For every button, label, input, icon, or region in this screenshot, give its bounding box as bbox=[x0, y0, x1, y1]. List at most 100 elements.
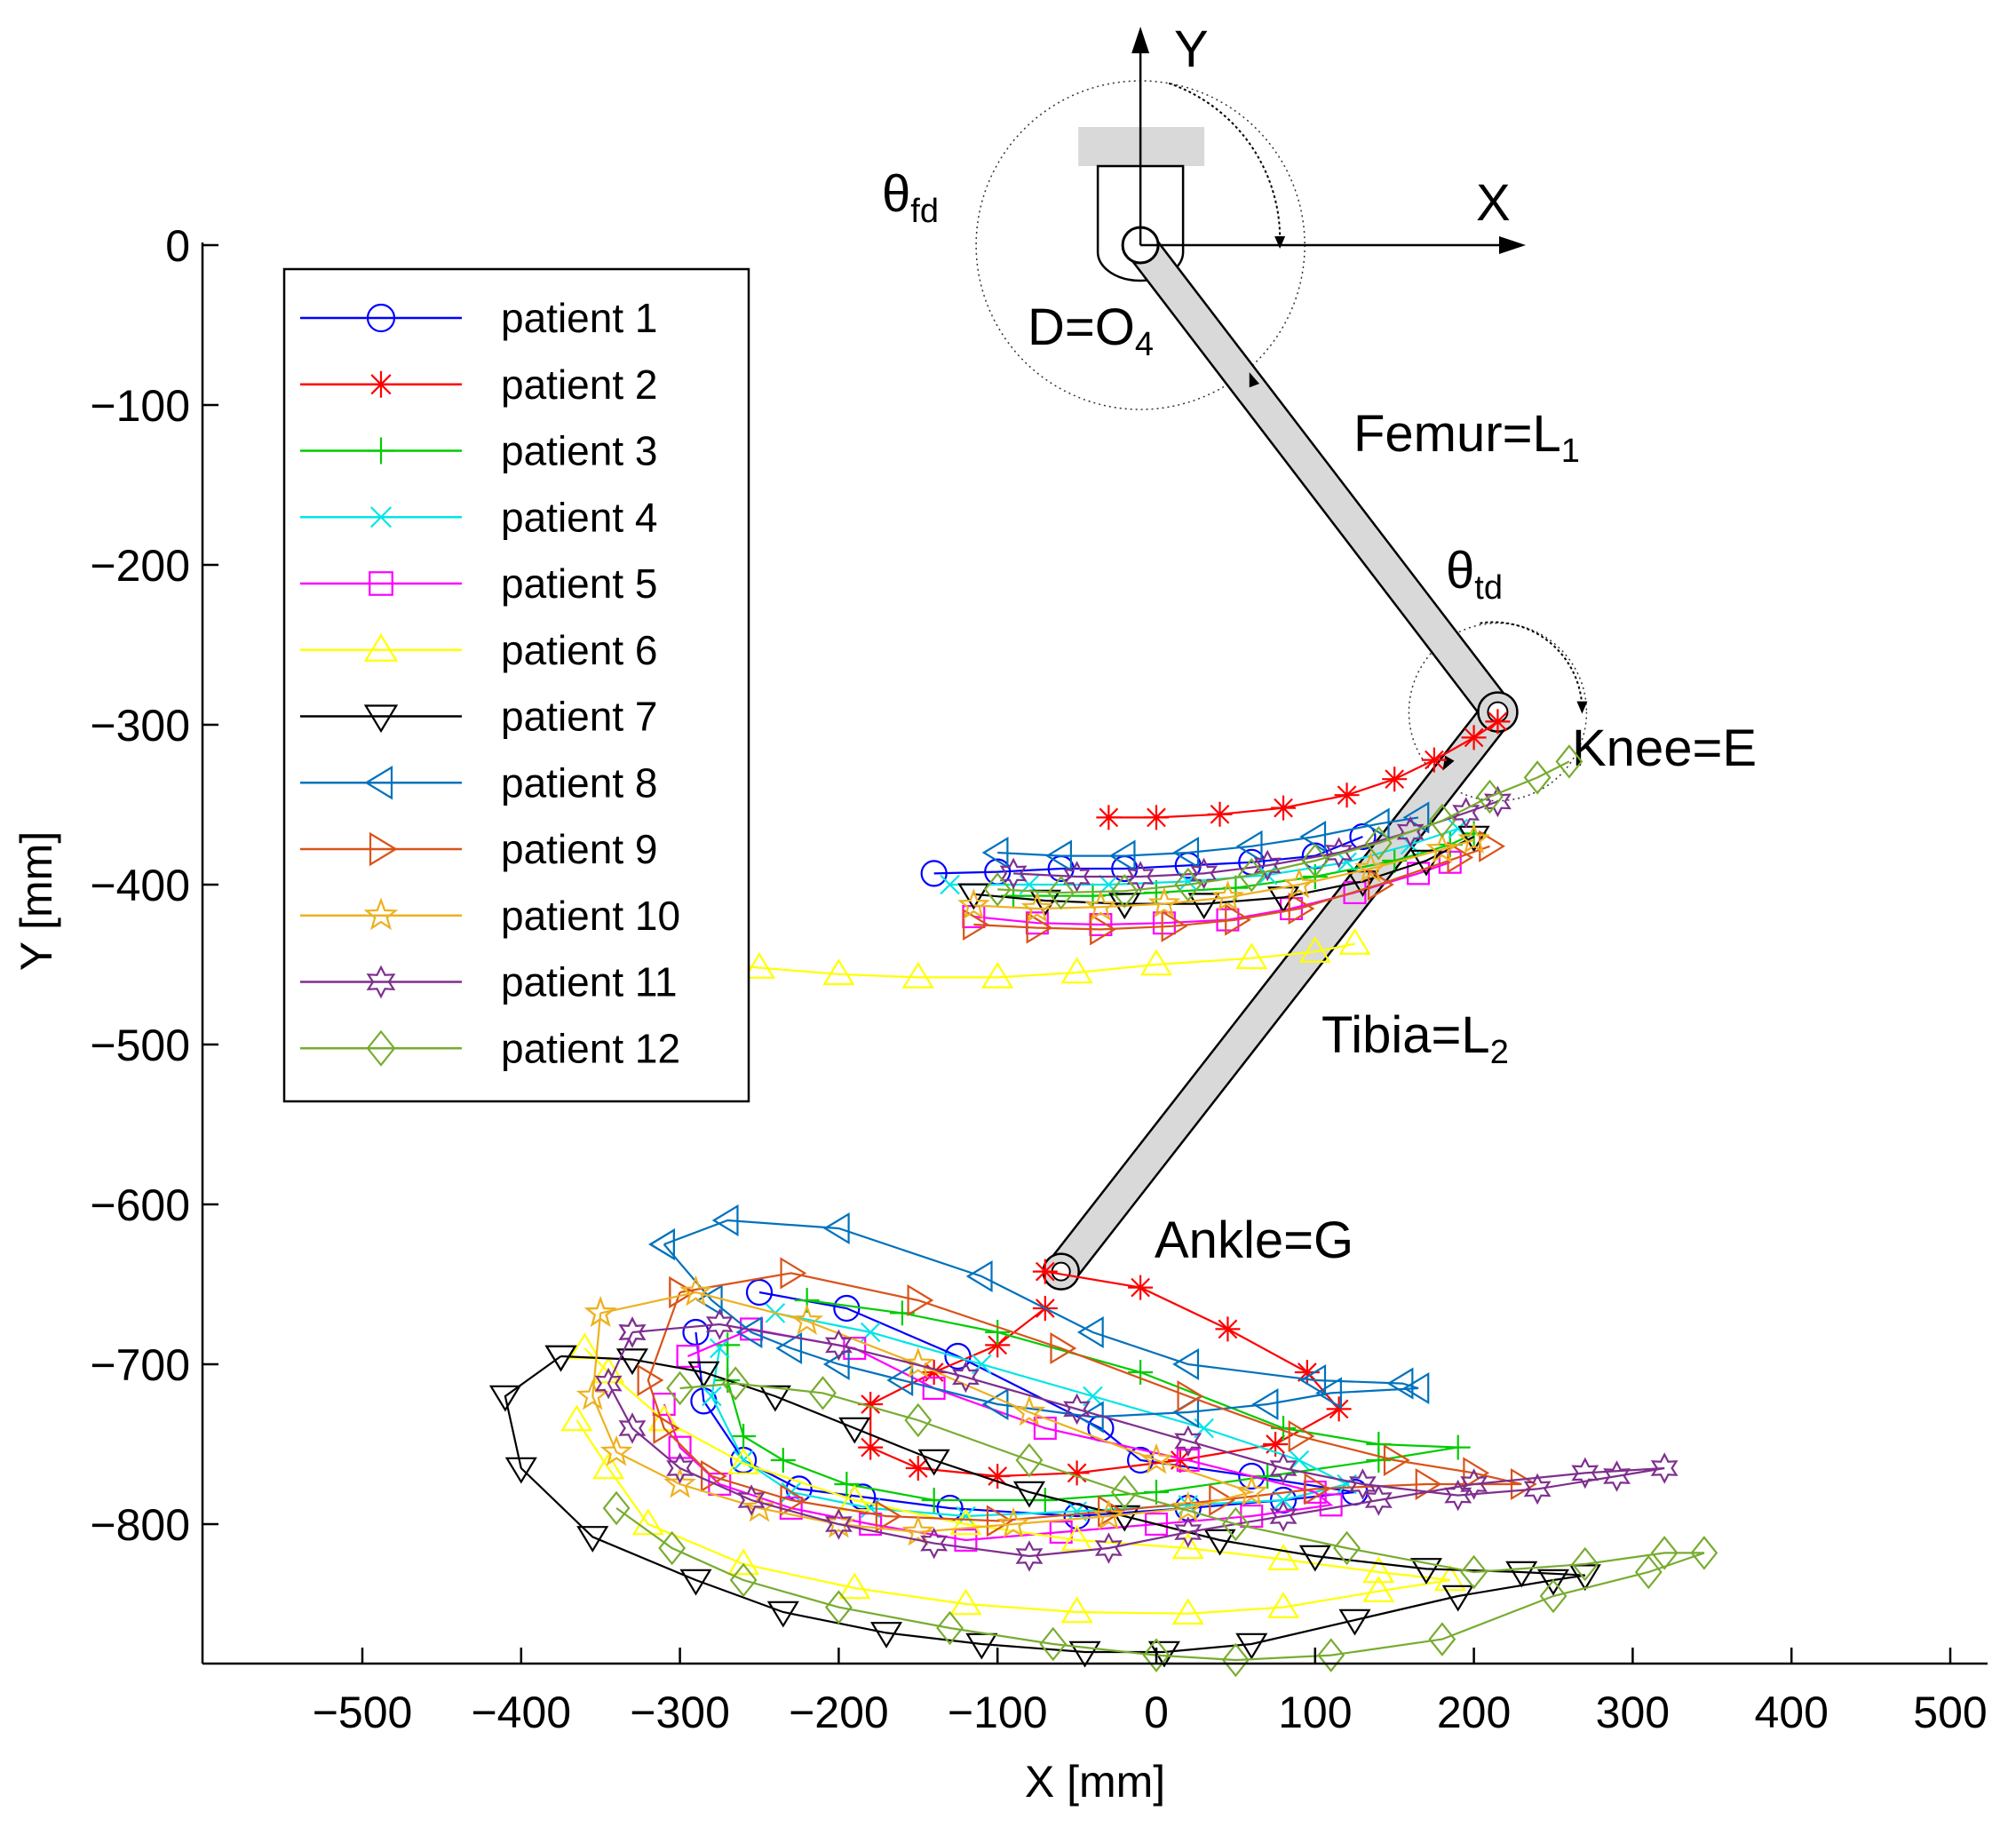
series-9-ankle-point bbox=[669, 1275, 696, 1309]
series-12-ankle-point bbox=[1039, 1626, 1068, 1662]
series-3-ankle-point bbox=[1032, 1488, 1058, 1513]
legend-item: patient 6 bbox=[300, 627, 657, 673]
legend-swatch-marker bbox=[366, 1029, 396, 1067]
series-7-knee-point bbox=[957, 883, 990, 910]
series-2-ankle-point bbox=[1064, 1460, 1090, 1486]
x-tick-label: 0 bbox=[1144, 1688, 1169, 1737]
series-10-ankle-point bbox=[996, 1506, 1030, 1538]
series-11-ankle-point bbox=[737, 1484, 766, 1516]
series-7-ankle-point bbox=[544, 1345, 577, 1372]
series-11-knee-point bbox=[999, 857, 1028, 890]
series-12-ankle-point bbox=[1221, 1642, 1250, 1678]
legend-swatch-marker bbox=[368, 437, 394, 465]
y-tick-label: −700 bbox=[90, 1340, 190, 1390]
series-9-knee-point bbox=[1447, 841, 1474, 874]
series-11-ankle-point bbox=[920, 1527, 948, 1560]
legend: patient 1 patient 2 patient 3 patient 4 pati… bbox=[282, 267, 750, 1103]
series-10-knee-point bbox=[1457, 822, 1490, 854]
series-11-ankle-point bbox=[1571, 1457, 1599, 1489]
series-12-knee-point bbox=[1110, 873, 1139, 909]
series-7-ankle-point bbox=[687, 1361, 720, 1388]
series-7-ankle-point bbox=[917, 1449, 950, 1476]
series-9-ankle-point bbox=[1288, 1419, 1315, 1453]
series-7-ankle-point bbox=[488, 1385, 521, 1412]
series-7-ankle-point bbox=[679, 1569, 712, 1596]
series-9-knee-point bbox=[1090, 913, 1116, 946]
legend-label: patient 7 bbox=[501, 694, 657, 740]
ankle-label: Ankle=G bbox=[1155, 1211, 1353, 1269]
series-2-ankle-point bbox=[858, 1392, 884, 1417]
series-12-ankle-point bbox=[1142, 1638, 1171, 1672]
legend-swatch-marker bbox=[364, 766, 393, 800]
theta-fd-sub: fd bbox=[910, 193, 939, 230]
series-5-ankle-point bbox=[1049, 1520, 1073, 1544]
hip-label: D=O4 bbox=[1028, 298, 1154, 363]
series-11-ankle-point bbox=[1364, 1484, 1393, 1516]
legend-label: patient 2 bbox=[501, 361, 657, 408]
series-4-ankle-line bbox=[710, 1312, 1350, 1518]
x-tick-label: −200 bbox=[789, 1688, 889, 1737]
series-7-knee-point bbox=[1409, 849, 1443, 877]
series-10-ankle-point bbox=[599, 1434, 633, 1466]
legend-label: patient 12 bbox=[501, 1025, 680, 1071]
series-10-ankle-point bbox=[901, 1514, 935, 1546]
series-11-ankle-point bbox=[1269, 1500, 1298, 1532]
series-7-ankle-point bbox=[766, 1601, 799, 1628]
series-6-knee-point bbox=[981, 961, 1014, 989]
legend-item: patient 3 bbox=[300, 428, 657, 474]
series-9-ankle-point bbox=[780, 1257, 807, 1290]
series-11-knee-point bbox=[1452, 797, 1480, 829]
legend-label: patient 4 bbox=[501, 494, 657, 540]
series-8-ankle-point bbox=[695, 1283, 723, 1317]
series-7-ankle-point bbox=[1298, 1545, 1331, 1572]
series-12-ankle-point bbox=[1690, 1536, 1718, 1570]
series-6-ankle-line bbox=[575, 1347, 1450, 1615]
series-6-ankle-point bbox=[949, 1508, 982, 1536]
legend-item: patient 10 bbox=[300, 893, 680, 939]
series-6-ankle-point bbox=[949, 1588, 982, 1616]
series-12-ankle-point bbox=[1650, 1536, 1679, 1570]
series-12-knee-line bbox=[997, 760, 1570, 894]
diagram-x-axis-arrowhead bbox=[1499, 236, 1526, 254]
series-11-ankle-point bbox=[1444, 1479, 1472, 1512]
legend-item: patient 9 bbox=[300, 826, 657, 872]
series-7-ankle-point bbox=[1505, 1561, 1538, 1588]
y-tick-label: 0 bbox=[165, 221, 190, 271]
series-9-knee-point bbox=[1288, 892, 1315, 925]
series-1-knee-point bbox=[1349, 822, 1377, 851]
legend-item: patient 7 bbox=[300, 694, 657, 740]
y-tick-label: −600 bbox=[90, 1180, 190, 1230]
diagram-y-axis-arrowhead bbox=[1131, 27, 1150, 53]
series-5-ankle-point bbox=[668, 1435, 692, 1459]
series-8 bbox=[648, 801, 1430, 1434]
series-11-ankle-point bbox=[1174, 1516, 1202, 1548]
femur-link bbox=[1126, 234, 1512, 724]
series-10-ankle-point bbox=[901, 1346, 935, 1378]
series-3-ankle-point bbox=[1445, 1434, 1471, 1460]
series-2-ankle-point bbox=[1128, 1275, 1154, 1300]
axes: −500 −400 −300 −200 −100 0 100 200 300 400 500 0 −10… bbox=[12, 221, 1988, 1807]
series-4-knee-point bbox=[940, 874, 960, 895]
series-11-knee-point bbox=[1190, 857, 1218, 890]
series-6-knee-point bbox=[1298, 936, 1331, 963]
leg-diagram: X Y θfd θtd D=O4 Femur=L1 Tibia=L2 Knee=… bbox=[882, 20, 1757, 1291]
series-12-knee-point bbox=[1476, 779, 1504, 814]
series-12-ankle-point bbox=[1460, 1554, 1488, 1590]
legend-item: patient 5 bbox=[300, 560, 657, 607]
series-10-knee-point bbox=[957, 888, 990, 919]
x-tick-label: 300 bbox=[1596, 1688, 1670, 1737]
series-6-ankle-point bbox=[727, 1548, 760, 1576]
series-8-ankle-point bbox=[711, 1203, 739, 1237]
legend-item: patient 2 bbox=[300, 361, 657, 408]
femur-label-sub: 1 bbox=[1561, 433, 1580, 470]
series-6-ankle-point bbox=[647, 1404, 680, 1432]
series-11-ankle-line bbox=[607, 1323, 1665, 1558]
series-2-ankle-point bbox=[921, 1360, 947, 1385]
series-10-ankle-point bbox=[1012, 1394, 1046, 1426]
series-9-ankle-point bbox=[780, 1483, 807, 1517]
series-12-knee-point bbox=[1301, 843, 1329, 878]
series-11-ankle-point bbox=[618, 1316, 647, 1348]
series-8-ankle-point bbox=[1402, 1371, 1430, 1405]
series-8-ankle-point bbox=[648, 1227, 676, 1261]
